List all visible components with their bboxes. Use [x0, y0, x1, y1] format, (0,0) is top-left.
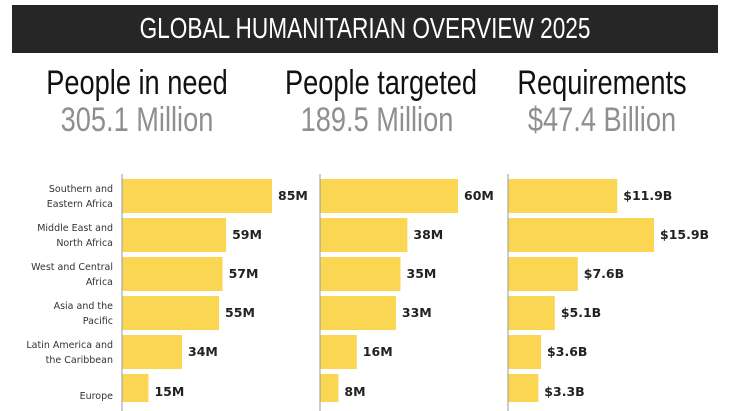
kpi-label: Requirements — [517, 64, 687, 102]
category-label: Africa — [86, 277, 113, 288]
bar — [508, 374, 539, 402]
value-label: 57M — [229, 266, 259, 281]
bar — [320, 374, 339, 402]
category-label: Eastern Africa — [47, 199, 113, 210]
bar — [508, 296, 555, 330]
value-label: 55M — [225, 305, 255, 320]
bar — [508, 257, 578, 291]
bar — [320, 179, 458, 213]
value-label: 33M — [402, 305, 432, 320]
value-label: $3.6B — [547, 344, 587, 359]
bar — [508, 218, 654, 252]
value-label: 35M — [407, 266, 437, 281]
category-label: North Africa — [56, 238, 113, 249]
title-banner: GLOBAL HUMANITARIAN OVERVIEW 2025 — [12, 5, 718, 53]
value-label: $3.3B — [544, 384, 584, 399]
kpi-label: People targeted — [285, 64, 478, 102]
value-label: 34M — [188, 344, 218, 359]
bar — [508, 179, 618, 213]
value-label: 38M — [413, 227, 443, 242]
value-label: $5.1B — [561, 305, 601, 320]
category-label: Middle East and — [37, 223, 113, 234]
value-label: $15.9B — [660, 227, 709, 242]
kpi-value: $47.4 Billion — [527, 101, 677, 139]
bar — [320, 218, 408, 252]
page-title: GLOBAL HUMANITARIAN OVERVIEW 2025 — [139, 12, 591, 45]
bar — [122, 374, 149, 402]
category-label: Europe — [80, 391, 114, 402]
kpi-value: 189.5 Million — [300, 101, 454, 139]
category-label: Asia and the — [54, 301, 114, 312]
value-label: $7.6B — [584, 266, 624, 281]
kpi-requirements: Requirements $47.4 Billion — [487, 64, 717, 138]
bar — [508, 335, 542, 369]
bar — [122, 218, 227, 252]
value-label: 16M — [363, 344, 393, 359]
kpi-value: 305.1 Million — [60, 101, 214, 139]
bar — [122, 335, 182, 369]
bar — [320, 296, 396, 330]
category-label: the Caribbean — [46, 355, 113, 366]
bar — [122, 257, 223, 291]
kpi-people-in-need: People in need 305.1 Million — [22, 64, 252, 138]
kpi-label: People in need — [46, 64, 228, 102]
bar — [320, 257, 401, 291]
category-label: Latin America and — [26, 340, 113, 351]
bar — [122, 296, 220, 330]
value-label: 59M — [232, 227, 262, 242]
category-label: Southern and — [49, 184, 113, 195]
value-label: 8M — [344, 384, 365, 399]
category-label: West and Central — [31, 262, 113, 273]
kpi-people-targeted: People targeted 189.5 Million — [262, 64, 492, 138]
value-label: 15M — [154, 384, 184, 399]
bar — [122, 179, 272, 213]
value-label: 60M — [464, 188, 494, 203]
value-label: 85M — [278, 188, 308, 203]
category-label: Pacific — [83, 316, 113, 327]
value-label: $11.9B — [623, 188, 672, 203]
bar — [320, 335, 357, 369]
